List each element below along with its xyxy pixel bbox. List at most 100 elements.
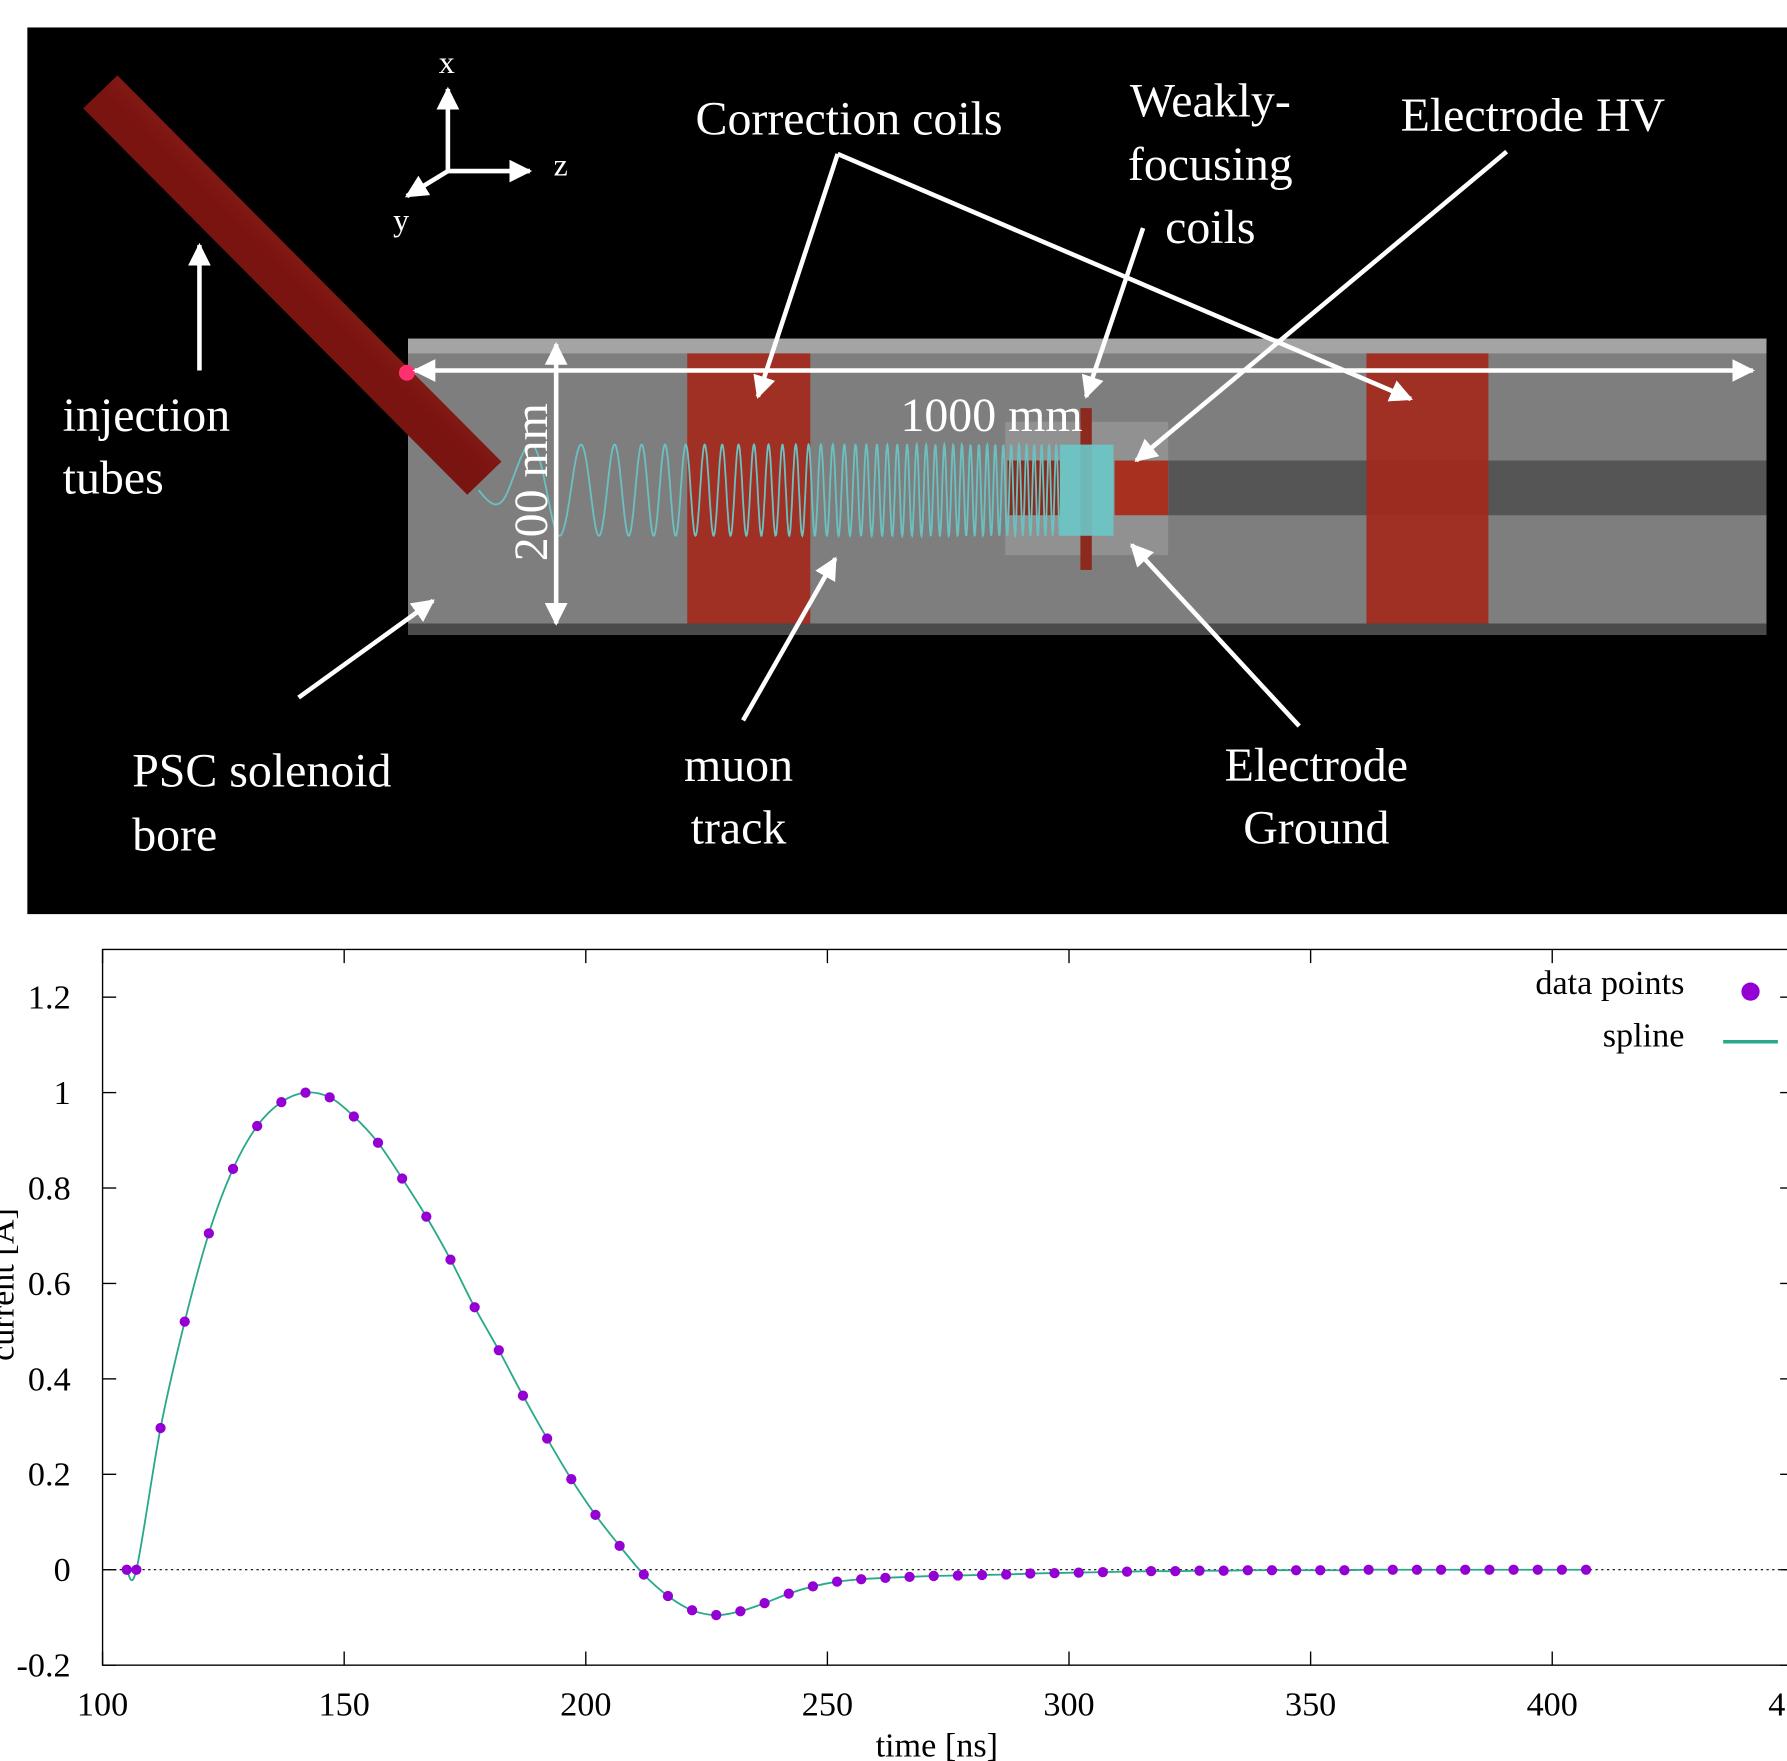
- axis-label: z: [554, 148, 568, 183]
- data-point: [300, 1087, 310, 1097]
- x-tick-label: 450: [1768, 1686, 1787, 1723]
- data-point: [1412, 1565, 1422, 1575]
- page: x z y Correction coils Weakly- focusing …: [0, 0, 1787, 1761]
- data-point: [1363, 1565, 1373, 1575]
- spline-line: [127, 1092, 1586, 1615]
- data-point: [131, 1565, 141, 1575]
- label: 200 mm: [505, 403, 558, 561]
- figure: x z y Correction coils Weakly- focusing …: [0, 0, 1787, 1761]
- y-axis-label: current [A]: [0, 1208, 22, 1361]
- legend-marker: [1741, 983, 1759, 1001]
- label: coils: [1165, 201, 1255, 254]
- data-point: [1049, 1568, 1059, 1578]
- label: Electrode HV: [1401, 89, 1666, 142]
- data-point: [1074, 1567, 1084, 1577]
- data-point: [1025, 1568, 1035, 1578]
- data-point: [904, 1572, 914, 1582]
- data-point: [470, 1302, 480, 1312]
- data-point: [155, 1423, 165, 1433]
- data-point: [759, 1598, 769, 1608]
- x-tick-label: 100: [77, 1686, 128, 1723]
- data-point: [832, 1577, 842, 1587]
- x-tick-label: 400: [1527, 1686, 1578, 1723]
- data-point: [1388, 1565, 1398, 1575]
- data-point: [566, 1474, 576, 1484]
- data-point: [349, 1111, 359, 1121]
- electrode-hv: [1115, 461, 1169, 516]
- data-point: [735, 1606, 745, 1616]
- data-point: [1581, 1565, 1591, 1575]
- data-point: [1484, 1565, 1494, 1575]
- data-point: [590, 1510, 600, 1520]
- label: bore: [132, 808, 217, 861]
- data-point: [228, 1164, 238, 1174]
- data-point: [373, 1138, 383, 1148]
- data-point: [1339, 1565, 1349, 1575]
- data-point: [808, 1581, 818, 1591]
- data-point: [639, 1569, 649, 1579]
- y-tick-label: 1.2: [28, 980, 71, 1017]
- y-tick-label: -0.2: [17, 1648, 71, 1685]
- data-point: [1243, 1565, 1253, 1575]
- plot-frame: [103, 949, 1787, 1665]
- electrode-ground: [1060, 445, 1114, 536]
- data-point: [1557, 1565, 1567, 1575]
- x-tick-label: 150: [319, 1686, 370, 1723]
- label: Correction coils: [696, 93, 1003, 146]
- y-tick-label: 0.4: [28, 1361, 71, 1398]
- data-point: [276, 1097, 286, 1107]
- injection-point: [399, 365, 415, 381]
- x-axis-label: time [ns]: [876, 1727, 998, 1761]
- x-tick-label: 350: [1285, 1686, 1336, 1723]
- axis-label: x: [439, 45, 455, 80]
- data-point: [1315, 1565, 1325, 1575]
- y-tick-label: 0.2: [28, 1457, 71, 1494]
- data-point: [542, 1433, 552, 1443]
- data-point: [784, 1588, 794, 1598]
- y-tick-label: 0.8: [28, 1170, 71, 1207]
- data-point: [252, 1121, 262, 1131]
- x-tick-label: 300: [1043, 1686, 1094, 1723]
- label: tubes: [63, 452, 164, 505]
- data-point: [1001, 1569, 1011, 1579]
- bore-bottom-edge: [408, 624, 1766, 635]
- data-point: [397, 1173, 407, 1183]
- data-point: [953, 1570, 963, 1580]
- data-point: [1436, 1565, 1446, 1575]
- label: muon: [684, 739, 793, 792]
- bore-top-edge: [408, 339, 1766, 354]
- label: injection: [63, 389, 231, 442]
- label: Ground: [1243, 801, 1389, 854]
- data-point: [180, 1316, 190, 1326]
- data-point: [711, 1610, 721, 1620]
- label: Electrode: [1225, 739, 1408, 792]
- data-point: [421, 1212, 431, 1222]
- data-point: [1533, 1565, 1543, 1575]
- data-point: [1460, 1565, 1470, 1575]
- data-point: [494, 1345, 504, 1355]
- data-point: [1098, 1567, 1108, 1577]
- data-point: [1146, 1566, 1156, 1576]
- data-point: [977, 1570, 987, 1580]
- data-point: [1219, 1566, 1229, 1576]
- label: focusing: [1128, 138, 1293, 191]
- data-point: [1122, 1567, 1132, 1577]
- label: Weakly-: [1130, 74, 1291, 127]
- correction-coil: [1366, 353, 1488, 623]
- label: 1000 mm: [900, 389, 1082, 442]
- data-point: [122, 1565, 132, 1575]
- data-point: [1170, 1566, 1180, 1576]
- y-tick-label: 0: [54, 1552, 71, 1589]
- data-point: [856, 1574, 866, 1584]
- y-tick-label: 0.6: [28, 1266, 71, 1303]
- data-point: [518, 1390, 528, 1400]
- data-point: [325, 1092, 335, 1102]
- label: track: [691, 801, 787, 854]
- diagram: x z y Correction coils Weakly- focusing …: [27, 27, 1787, 914]
- data-point: [445, 1254, 455, 1264]
- x-tick-label: 250: [802, 1686, 853, 1723]
- legend-label: data points: [1535, 965, 1684, 1002]
- data-point: [687, 1605, 697, 1615]
- label: PSC solenoid: [132, 744, 391, 797]
- data-point: [929, 1571, 939, 1581]
